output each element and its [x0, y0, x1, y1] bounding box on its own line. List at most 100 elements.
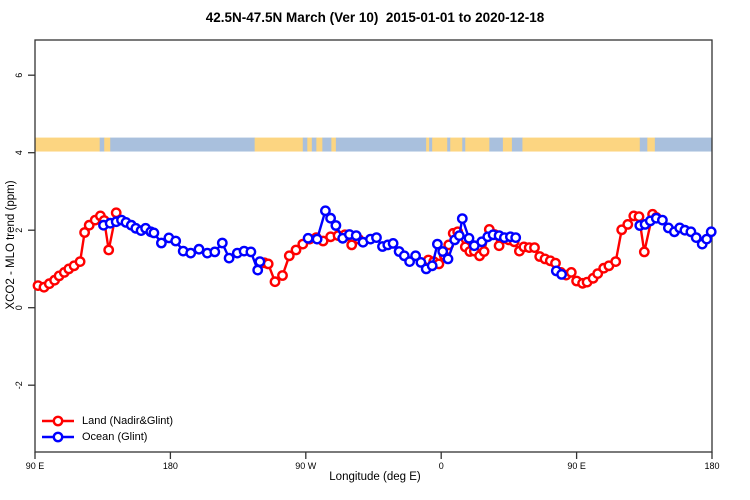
ocean-series-point	[302, 232, 314, 244]
map-strip-ocean-segment	[639, 137, 648, 152]
ocean-series-point	[185, 247, 197, 259]
ocean-series-point	[254, 256, 266, 267]
ocean-series-point	[705, 226, 717, 238]
x-tick-label: 180	[704, 461, 719, 471]
ocean-series-point	[657, 214, 668, 226]
map-strip-land-segment	[331, 137, 337, 152]
land-series-point	[638, 246, 650, 258]
map-strip-land-segment	[465, 137, 490, 152]
x-tick-label: 90 E	[567, 461, 586, 471]
map-strip-ocean-segment	[335, 137, 427, 152]
land-series-point	[290, 244, 302, 256]
map-strip-ocean-segment	[302, 137, 308, 152]
legend-item-land: Land (Nadir&Glint)	[41, 413, 173, 429]
x-tick-label: 180	[163, 461, 178, 471]
ocean-series-point	[223, 252, 235, 264]
y-tick-label: 4	[14, 150, 24, 155]
land-series-point	[346, 239, 358, 251]
map-strip-land-segment	[104, 137, 111, 152]
ocean-series-point	[442, 253, 454, 265]
y-tick-label: 2	[14, 228, 24, 233]
map-strip-land-segment	[522, 137, 641, 152]
x-tick-label: 90 E	[26, 461, 45, 471]
land-series-point	[610, 256, 622, 267]
x-tick-label: 0	[439, 461, 444, 471]
ocean-series-point	[431, 238, 443, 250]
ocean-series-point	[350, 230, 362, 242]
legend-item-land-label: Land (Nadir&Glint)	[82, 415, 174, 427]
map-strip-ocean-segment	[110, 137, 256, 152]
y-tick-label: 0	[14, 305, 24, 310]
ocean-series-point	[216, 237, 228, 249]
ocean-series-point	[415, 256, 427, 268]
ocean-series-point	[330, 220, 342, 231]
map-strip-land-segment	[432, 137, 448, 152]
ocean-series-point	[193, 243, 205, 255]
land-series-point	[74, 256, 86, 267]
land-series-point	[529, 242, 540, 254]
ocean-series-point	[311, 233, 323, 245]
ocean-series-point	[453, 230, 465, 242]
ocean-series-point	[170, 235, 182, 247]
map-strip-land-segment	[426, 137, 430, 152]
ocean-series-point	[387, 237, 399, 249]
ocean-series-point	[701, 233, 713, 245]
ocean-series-point	[252, 264, 264, 276]
ocean-series-marker-icon	[42, 431, 74, 443]
ocean-series-point	[437, 246, 449, 257]
ocean-series-point	[456, 213, 468, 225]
legend: Land (Nadir&Glint) Ocean (Glint)	[41, 413, 173, 445]
ocean-series-point	[690, 232, 702, 244]
map-strip-ocean-segment	[489, 137, 504, 152]
map-strip-ocean-segment	[99, 137, 105, 152]
map-strip-ocean-segment	[654, 137, 713, 152]
land-series-point	[283, 250, 295, 262]
land-series-marker-icon	[42, 415, 74, 427]
land-series-point	[478, 246, 490, 257]
ocean-series-point	[556, 268, 567, 280]
legend-item-ocean-label: Ocean (Glint)	[82, 431, 148, 443]
land-series-point	[277, 270, 288, 281]
land-series-point	[493, 240, 505, 252]
ocean-series-point	[319, 205, 331, 217]
land-series-point	[622, 218, 634, 230]
y-tick-label: -2	[14, 381, 24, 389]
ocean-series-point	[245, 246, 257, 258]
land-series-point	[79, 227, 91, 238]
map-strip-land-segment	[307, 137, 313, 152]
map-strip-land-segment	[316, 137, 323, 152]
land-series-point	[565, 266, 577, 278]
map-strip-land-segment	[35, 137, 101, 152]
map-strip-land-segment	[254, 137, 304, 152]
map-strip-ocean-segment	[429, 137, 433, 152]
map-strip-land-segment	[502, 137, 513, 152]
ocean-series-point	[371, 232, 382, 244]
ocean-series-point	[426, 260, 438, 272]
map-strip-land-segment	[450, 137, 463, 152]
map-strip-ocean-segment	[311, 137, 317, 152]
map-strip-ocean-segment	[322, 137, 332, 152]
legend-item-ocean: Ocean (Glint)	[41, 429, 173, 445]
map-strip-ocean-segment	[511, 137, 523, 152]
ocean-series-point	[410, 250, 421, 262]
ocean-series-point	[463, 232, 475, 244]
land-series-point	[269, 276, 281, 288]
land-series-point	[103, 244, 115, 256]
x-axis-label: Longitude (deg E)	[329, 471, 421, 483]
ocean-series-point	[148, 227, 160, 239]
map-strip-ocean-segment	[462, 137, 466, 152]
y-tick-label: 6	[14, 73, 24, 78]
map-strip-ocean-segment	[447, 137, 451, 152]
plot-frame	[34, 39, 713, 453]
chart-title: 42.5N-47.5N March (Ver 10) 2015-01-01 to…	[205, 10, 545, 25]
ocean-series-point	[325, 212, 336, 224]
y-axis-label: XCO2 - MLO trend (ppm)	[5, 180, 17, 310]
land-series-point	[633, 211, 645, 223]
map-strip-land-segment	[647, 137, 656, 152]
ocean-series-point	[155, 237, 167, 249]
ocean-series-point	[209, 246, 221, 258]
x-tick-label: 90 W	[295, 461, 317, 471]
ocean-series-point	[510, 232, 522, 244]
